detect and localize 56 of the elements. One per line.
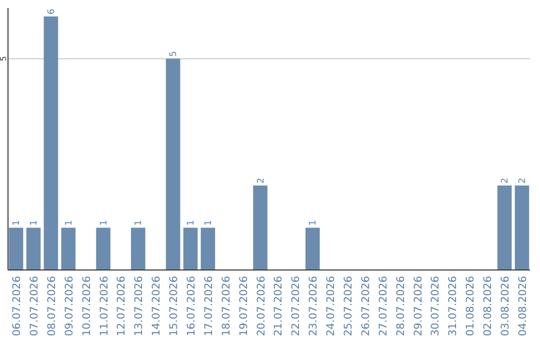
x-tick-label: 11.07.2026 bbox=[98, 276, 110, 336]
x-tick-label: 23.07.2026 bbox=[308, 276, 320, 336]
data-label: 2 bbox=[256, 178, 266, 184]
x-tick-label: 25.07.2026 bbox=[342, 276, 355, 336]
bar bbox=[26, 228, 41, 270]
data-label: 1 bbox=[12, 220, 22, 226]
x-tick-label: 21.07.2026 bbox=[272, 276, 285, 336]
data-label: 2 bbox=[518, 178, 528, 184]
x-tick-label: 02.08.2026 bbox=[482, 276, 494, 336]
bar bbox=[131, 228, 146, 270]
bar bbox=[253, 185, 268, 270]
x-tick-label: 17.07.2026 bbox=[202, 276, 215, 336]
x-tick-label: 31.07.2026 bbox=[447, 276, 460, 336]
x-tick-label: 14.07.2026 bbox=[150, 276, 163, 336]
data-label: 2 bbox=[500, 178, 511, 184]
bar bbox=[61, 228, 76, 270]
data-label: 1 bbox=[29, 220, 40, 226]
bar bbox=[44, 16, 58, 270]
x-tick-label: 09.07.2026 bbox=[63, 276, 76, 336]
x-tick-label: 28.07.2026 bbox=[394, 276, 407, 336]
x-tick-label: 30.07.2026 bbox=[430, 276, 442, 336]
bar bbox=[514, 185, 530, 270]
x-tick-label: 19.07.2026 bbox=[238, 276, 250, 336]
x-tick-label: 06.07.2026 bbox=[11, 276, 24, 336]
x-tick-label: 03.08.2026 bbox=[500, 276, 512, 336]
bar bbox=[305, 228, 320, 270]
bar bbox=[166, 58, 180, 270]
bar bbox=[96, 228, 110, 270]
x-tick-label: 27.07.2026 bbox=[377, 276, 390, 336]
x-tick-label: 08.07.2026 bbox=[46, 276, 58, 336]
data-label: 6 bbox=[46, 8, 57, 14]
x-tick-label: 24.07.2026 bbox=[325, 276, 338, 336]
data-label: 1 bbox=[204, 220, 214, 226]
data-label: 5 bbox=[169, 50, 180, 57]
x-tick-label: 20.07.2026 bbox=[255, 276, 268, 336]
data-label: 1 bbox=[186, 220, 196, 226]
x-tick-label: 22.07.2026 bbox=[290, 276, 302, 336]
x-tick-label: 16.07.2026 bbox=[185, 276, 198, 336]
data-label: 1 bbox=[64, 220, 74, 226]
data-label: 1 bbox=[99, 220, 110, 226]
data-label: 1 bbox=[134, 220, 144, 226]
x-tick-label: 12.07.2026 bbox=[116, 276, 128, 336]
bar bbox=[8, 228, 24, 270]
data-label: 1 bbox=[308, 220, 319, 226]
x-tick-label: 10.07.2026 bbox=[80, 276, 93, 336]
bar bbox=[200, 228, 216, 270]
x-tick-label: 18.07.2026 bbox=[220, 276, 232, 336]
bar bbox=[497, 185, 512, 270]
x-tick-label: 26.07.2026 bbox=[360, 276, 372, 336]
x-tick-label: 29.07.2026 bbox=[412, 276, 424, 336]
x-tick-label: 01.08.2026 bbox=[464, 276, 477, 336]
x-tick-label: 07.07.2026 bbox=[28, 276, 40, 336]
x-tick-label: 04.08.2026 bbox=[516, 276, 529, 336]
bar bbox=[183, 228, 198, 270]
x-tick-label: 15.07.2026 bbox=[168, 276, 180, 336]
x-tick-label: 13.07.2026 bbox=[133, 276, 146, 336]
